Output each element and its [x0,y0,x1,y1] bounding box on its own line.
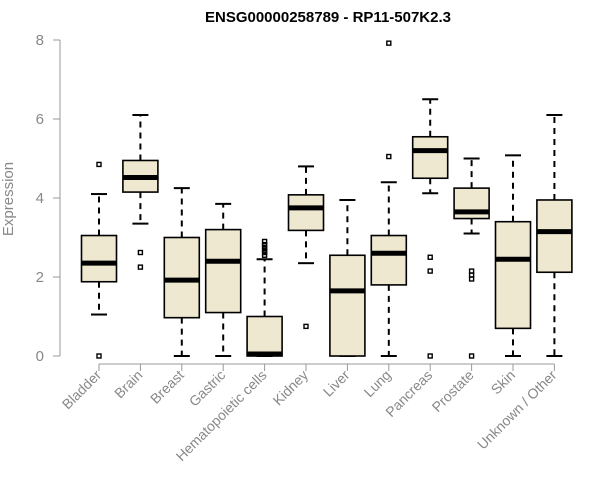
outlier-point [386,153,392,160]
box [329,254,366,357]
box-group [122,114,159,270]
y-tick-label: 2 [36,269,44,286]
box [536,199,573,274]
outlier-point [137,264,144,270]
outlier-point [261,244,268,251]
y-tick-label: 0 [36,348,44,365]
x-tick-label: Prostate [429,367,477,415]
y-axis: 0 2 4 6 8 [36,32,61,365]
y-tick-label: 8 [36,32,44,49]
box [163,236,201,319]
box-group [453,157,490,359]
outlier-point [468,353,475,359]
outlier-point [386,40,392,46]
outlier-point [261,241,268,248]
box-group [536,114,573,357]
box-group [494,154,532,357]
box-group [204,202,242,357]
x-tick-label: Breast [147,367,187,407]
x-tick-label: Lung [361,367,394,400]
outlier-point [468,268,475,274]
box [287,194,325,232]
box-group [246,238,283,357]
box [80,234,118,283]
plot-area [80,40,573,359]
outlier-point [96,353,102,359]
box-group [370,40,408,357]
box-group [163,187,201,357]
x-tick-label: Skin [488,367,519,398]
x-tick-label: Kidney [270,367,312,409]
box [204,228,242,314]
x-tick-label: Unknown / Other [474,367,560,453]
outlier-point [96,161,102,168]
outlier-point [427,268,433,274]
outlier-point [427,254,433,260]
x-tick-label: Brain [111,367,145,401]
box-group [80,161,118,359]
outlier-point [261,252,268,258]
outlier-point [137,249,144,256]
y-tick-label: 4 [36,190,44,207]
box-group [287,165,325,330]
box [370,234,408,286]
outlier-point [261,247,268,253]
box [246,315,283,357]
box-group [411,98,449,359]
x-tick-label: Bladder [59,367,105,413]
outlier-point [427,353,433,359]
chart-title: ENSG00000258789 - RP11-507K2.3 [205,9,451,26]
x-tick-label: Liver [320,367,353,400]
box [494,220,532,330]
box-group [329,198,366,357]
y-axis-label: Expression [0,162,17,236]
outlier-point [261,238,268,245]
y-tick-label: 6 [36,111,44,128]
outlier-point [303,323,309,330]
box [411,135,449,180]
